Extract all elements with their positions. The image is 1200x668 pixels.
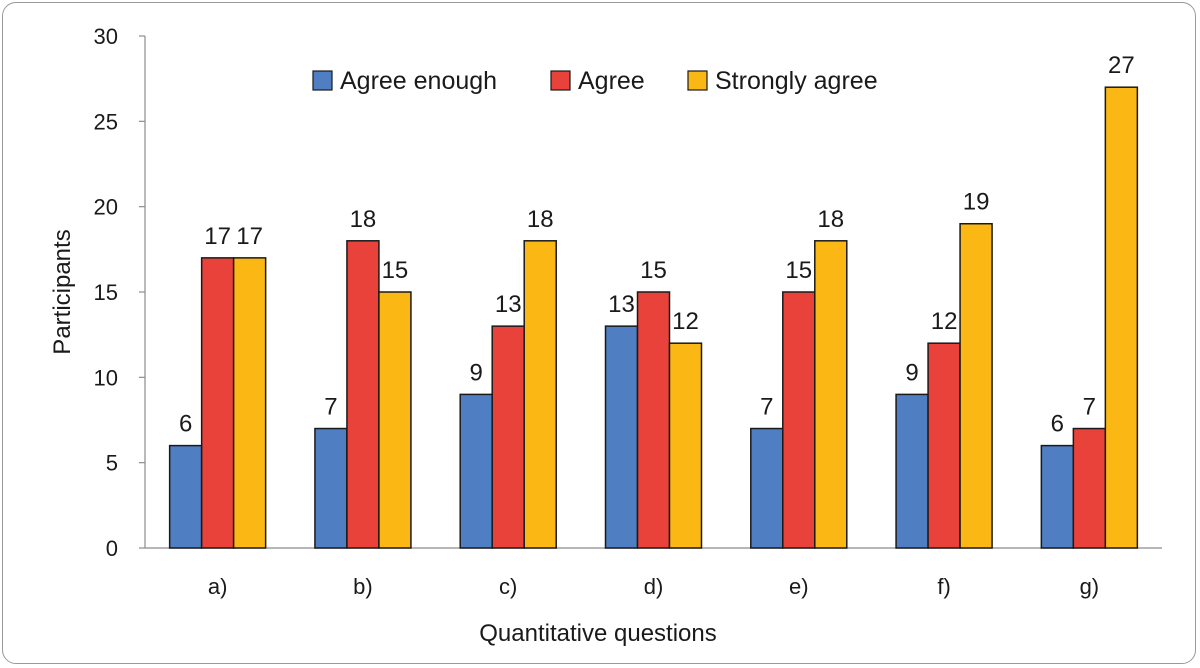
- y-tick-label: 0: [106, 536, 118, 561]
- bar: [636, 291, 671, 549]
- x-axis-title: Quantitative questions: [479, 620, 716, 647]
- x-axis: a) b) c) d) e) f) g): [145, 547, 1162, 599]
- y-tick-label: 25: [94, 109, 118, 134]
- data-label: 15: [382, 257, 409, 284]
- data-label: 13: [608, 291, 635, 318]
- x-tick-label: e): [789, 574, 809, 599]
- y-tick-label: 20: [94, 195, 118, 220]
- data-label: 27: [1108, 52, 1135, 79]
- legend-swatch: [687, 70, 708, 91]
- bar: [1040, 444, 1075, 549]
- y-axis: 0 5 10 15 20 25 30: [94, 24, 146, 561]
- data-label: 18: [817, 206, 844, 233]
- bar: [604, 325, 639, 549]
- legend-label: Strongly agree: [715, 67, 878, 95]
- data-label: 7: [324, 394, 337, 421]
- bar: [1072, 427, 1107, 549]
- data-label: 17: [204, 223, 231, 250]
- bar: [168, 444, 203, 549]
- bar: [378, 291, 412, 549]
- bar: [491, 325, 525, 549]
- data-label: 18: [527, 206, 554, 233]
- y-tick-label: 30: [94, 24, 118, 49]
- legend-swatch: [550, 70, 571, 91]
- data-label: 13: [495, 291, 522, 318]
- x-tick-label: b): [353, 574, 373, 599]
- bar: [232, 257, 267, 549]
- data-label: 6: [179, 411, 192, 438]
- data-label: 15: [785, 257, 812, 284]
- bar: [668, 342, 703, 549]
- data-label: 17: [236, 223, 263, 250]
- bars: [168, 86, 1139, 549]
- data-label: 9: [470, 359, 483, 386]
- bar: [814, 240, 848, 549]
- data-label: 15: [640, 257, 667, 284]
- legend-swatch: [312, 70, 333, 91]
- bar: [523, 240, 557, 549]
- data-label: 12: [672, 308, 699, 335]
- bar: [895, 393, 929, 549]
- y-tick-label: 5: [106, 451, 118, 476]
- bar: [782, 291, 816, 549]
- bar: [200, 257, 235, 549]
- x-tick-label: f): [937, 574, 950, 599]
- bar: [750, 427, 784, 549]
- bar: [314, 427, 348, 549]
- data-label: 18: [350, 206, 377, 233]
- legend-label: Agree: [578, 67, 645, 95]
- y-tick-label: 10: [94, 365, 118, 390]
- data-label: 6: [1051, 411, 1064, 438]
- bar: [346, 240, 380, 549]
- data-label: 7: [760, 394, 773, 421]
- y-axis-title: Participants: [49, 229, 76, 354]
- x-tick-label: a): [208, 574, 228, 599]
- data-label: 7: [1083, 394, 1096, 421]
- bar: [959, 222, 993, 549]
- data-label: 9: [905, 359, 918, 386]
- legend: Agree enough Agree Strongly agree: [312, 67, 878, 95]
- bar: [927, 342, 961, 549]
- data-label: 12: [931, 308, 958, 335]
- bar: [1104, 86, 1139, 549]
- x-tick-label: d): [644, 574, 664, 599]
- data-label: 19: [963, 189, 990, 216]
- y-tick-label: 15: [94, 280, 118, 305]
- x-tick-label: c): [499, 574, 517, 599]
- bar: [459, 393, 493, 549]
- x-tick-label: g): [1080, 574, 1100, 599]
- legend-label: Agree enough: [340, 67, 497, 95]
